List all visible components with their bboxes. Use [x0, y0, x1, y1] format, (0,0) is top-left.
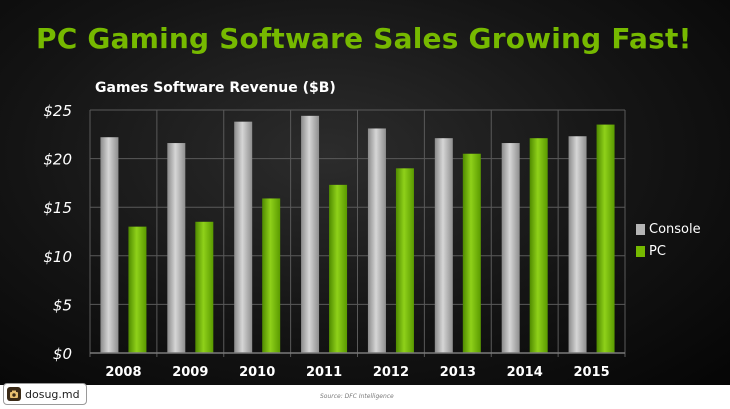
bar-pc	[395, 168, 414, 353]
bar-console	[501, 143, 520, 353]
chart-legend: Console PC	[636, 218, 701, 262]
y-tick-label: $0	[53, 345, 72, 363]
bar-console	[367, 128, 386, 353]
legend-item-console: Console	[636, 218, 701, 240]
bar-console	[434, 138, 453, 353]
x-tick-label: 2009	[172, 365, 208, 380]
legend-item-pc: PC	[636, 240, 701, 262]
y-tick-label: $25	[43, 102, 72, 120]
source-note: Source: DFC Intelligence	[320, 393, 394, 400]
watermark-badge: dosug.md	[3, 383, 87, 405]
x-tick-label: 2015	[573, 365, 609, 380]
bar-pc	[262, 198, 281, 353]
page-title: PC Gaming Software Sales Growing Fast!	[36, 22, 692, 55]
watermark-label: dosug.md	[25, 387, 80, 401]
y-tick-label: $10	[43, 248, 72, 266]
x-tick-label: 2008	[105, 365, 141, 380]
y-tick-label: $20	[43, 151, 72, 169]
bar-pc	[462, 153, 481, 353]
chart-title: Games Software Revenue ($B)	[95, 80, 336, 96]
bar-console	[167, 143, 186, 353]
bar-pc	[529, 138, 548, 353]
bar-console	[568, 136, 587, 353]
legend-label-pc: PC	[649, 243, 666, 259]
bar-pc	[128, 226, 147, 353]
bar-pc	[195, 221, 214, 353]
x-tick-label: 2013	[440, 365, 476, 380]
bar-pc	[329, 184, 348, 353]
y-tick-label: $5	[53, 296, 72, 314]
bar-chart: $0 $5 $10 $15 $20 $25 2008 2009 2010 2011 2012 2013…	[43, 102, 626, 380]
legend-label-console: Console	[649, 221, 701, 237]
bar-console	[234, 121, 253, 353]
camera-icon	[7, 387, 21, 401]
x-tick-label: 2014	[507, 365, 543, 380]
x-tick-label: 2010	[239, 365, 275, 380]
x-tick-label: 2011	[306, 365, 342, 380]
bar-console	[301, 115, 320, 353]
legend-swatch-pc	[636, 245, 645, 257]
bar-console	[100, 137, 119, 353]
legend-swatch-console	[636, 223, 645, 235]
x-tick-label: 2012	[373, 365, 409, 380]
bar-pc	[596, 124, 615, 353]
y-tick-label: $15	[43, 199, 72, 217]
slide: PC Gaming Software Sales Growing Fast! G…	[0, 0, 730, 385]
